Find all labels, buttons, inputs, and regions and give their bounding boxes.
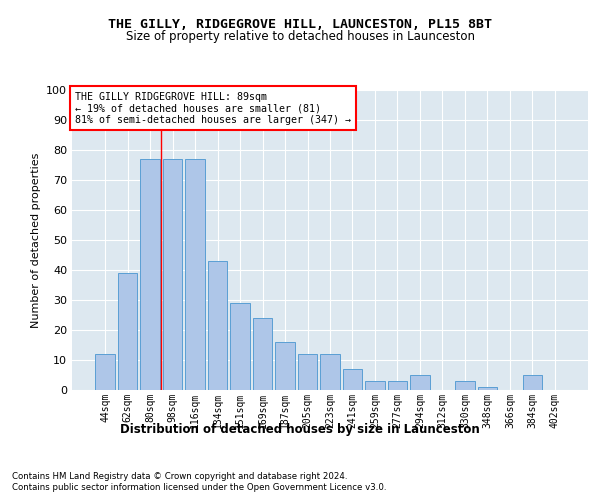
Bar: [523, 375, 542, 390]
Bar: [118, 273, 137, 390]
Text: Contains HM Land Registry data © Crown copyright and database right 2024.: Contains HM Land Registry data © Crown c…: [12, 472, 347, 481]
Bar: [478, 387, 497, 390]
Bar: [410, 375, 430, 390]
Text: Contains public sector information licensed under the Open Government Licence v3: Contains public sector information licen…: [12, 484, 386, 492]
Bar: [95, 354, 115, 390]
Bar: [208, 261, 227, 390]
Bar: [163, 159, 182, 390]
Bar: [298, 354, 317, 390]
Bar: [365, 381, 385, 390]
Bar: [140, 159, 160, 390]
Bar: [320, 354, 340, 390]
Text: Distribution of detached houses by size in Launceston: Distribution of detached houses by size …: [120, 422, 480, 436]
Bar: [253, 318, 272, 390]
Bar: [455, 381, 475, 390]
Bar: [275, 342, 295, 390]
Text: Size of property relative to detached houses in Launceston: Size of property relative to detached ho…: [125, 30, 475, 43]
Bar: [343, 369, 362, 390]
Text: THE GILLY, RIDGEGROVE HILL, LAUNCESTON, PL15 8BT: THE GILLY, RIDGEGROVE HILL, LAUNCESTON, …: [108, 18, 492, 30]
Bar: [388, 381, 407, 390]
Y-axis label: Number of detached properties: Number of detached properties: [31, 152, 41, 328]
Bar: [230, 303, 250, 390]
Text: THE GILLY RIDGEGROVE HILL: 89sqm
← 19% of detached houses are smaller (81)
81% o: THE GILLY RIDGEGROVE HILL: 89sqm ← 19% o…: [74, 92, 350, 124]
Bar: [185, 159, 205, 390]
